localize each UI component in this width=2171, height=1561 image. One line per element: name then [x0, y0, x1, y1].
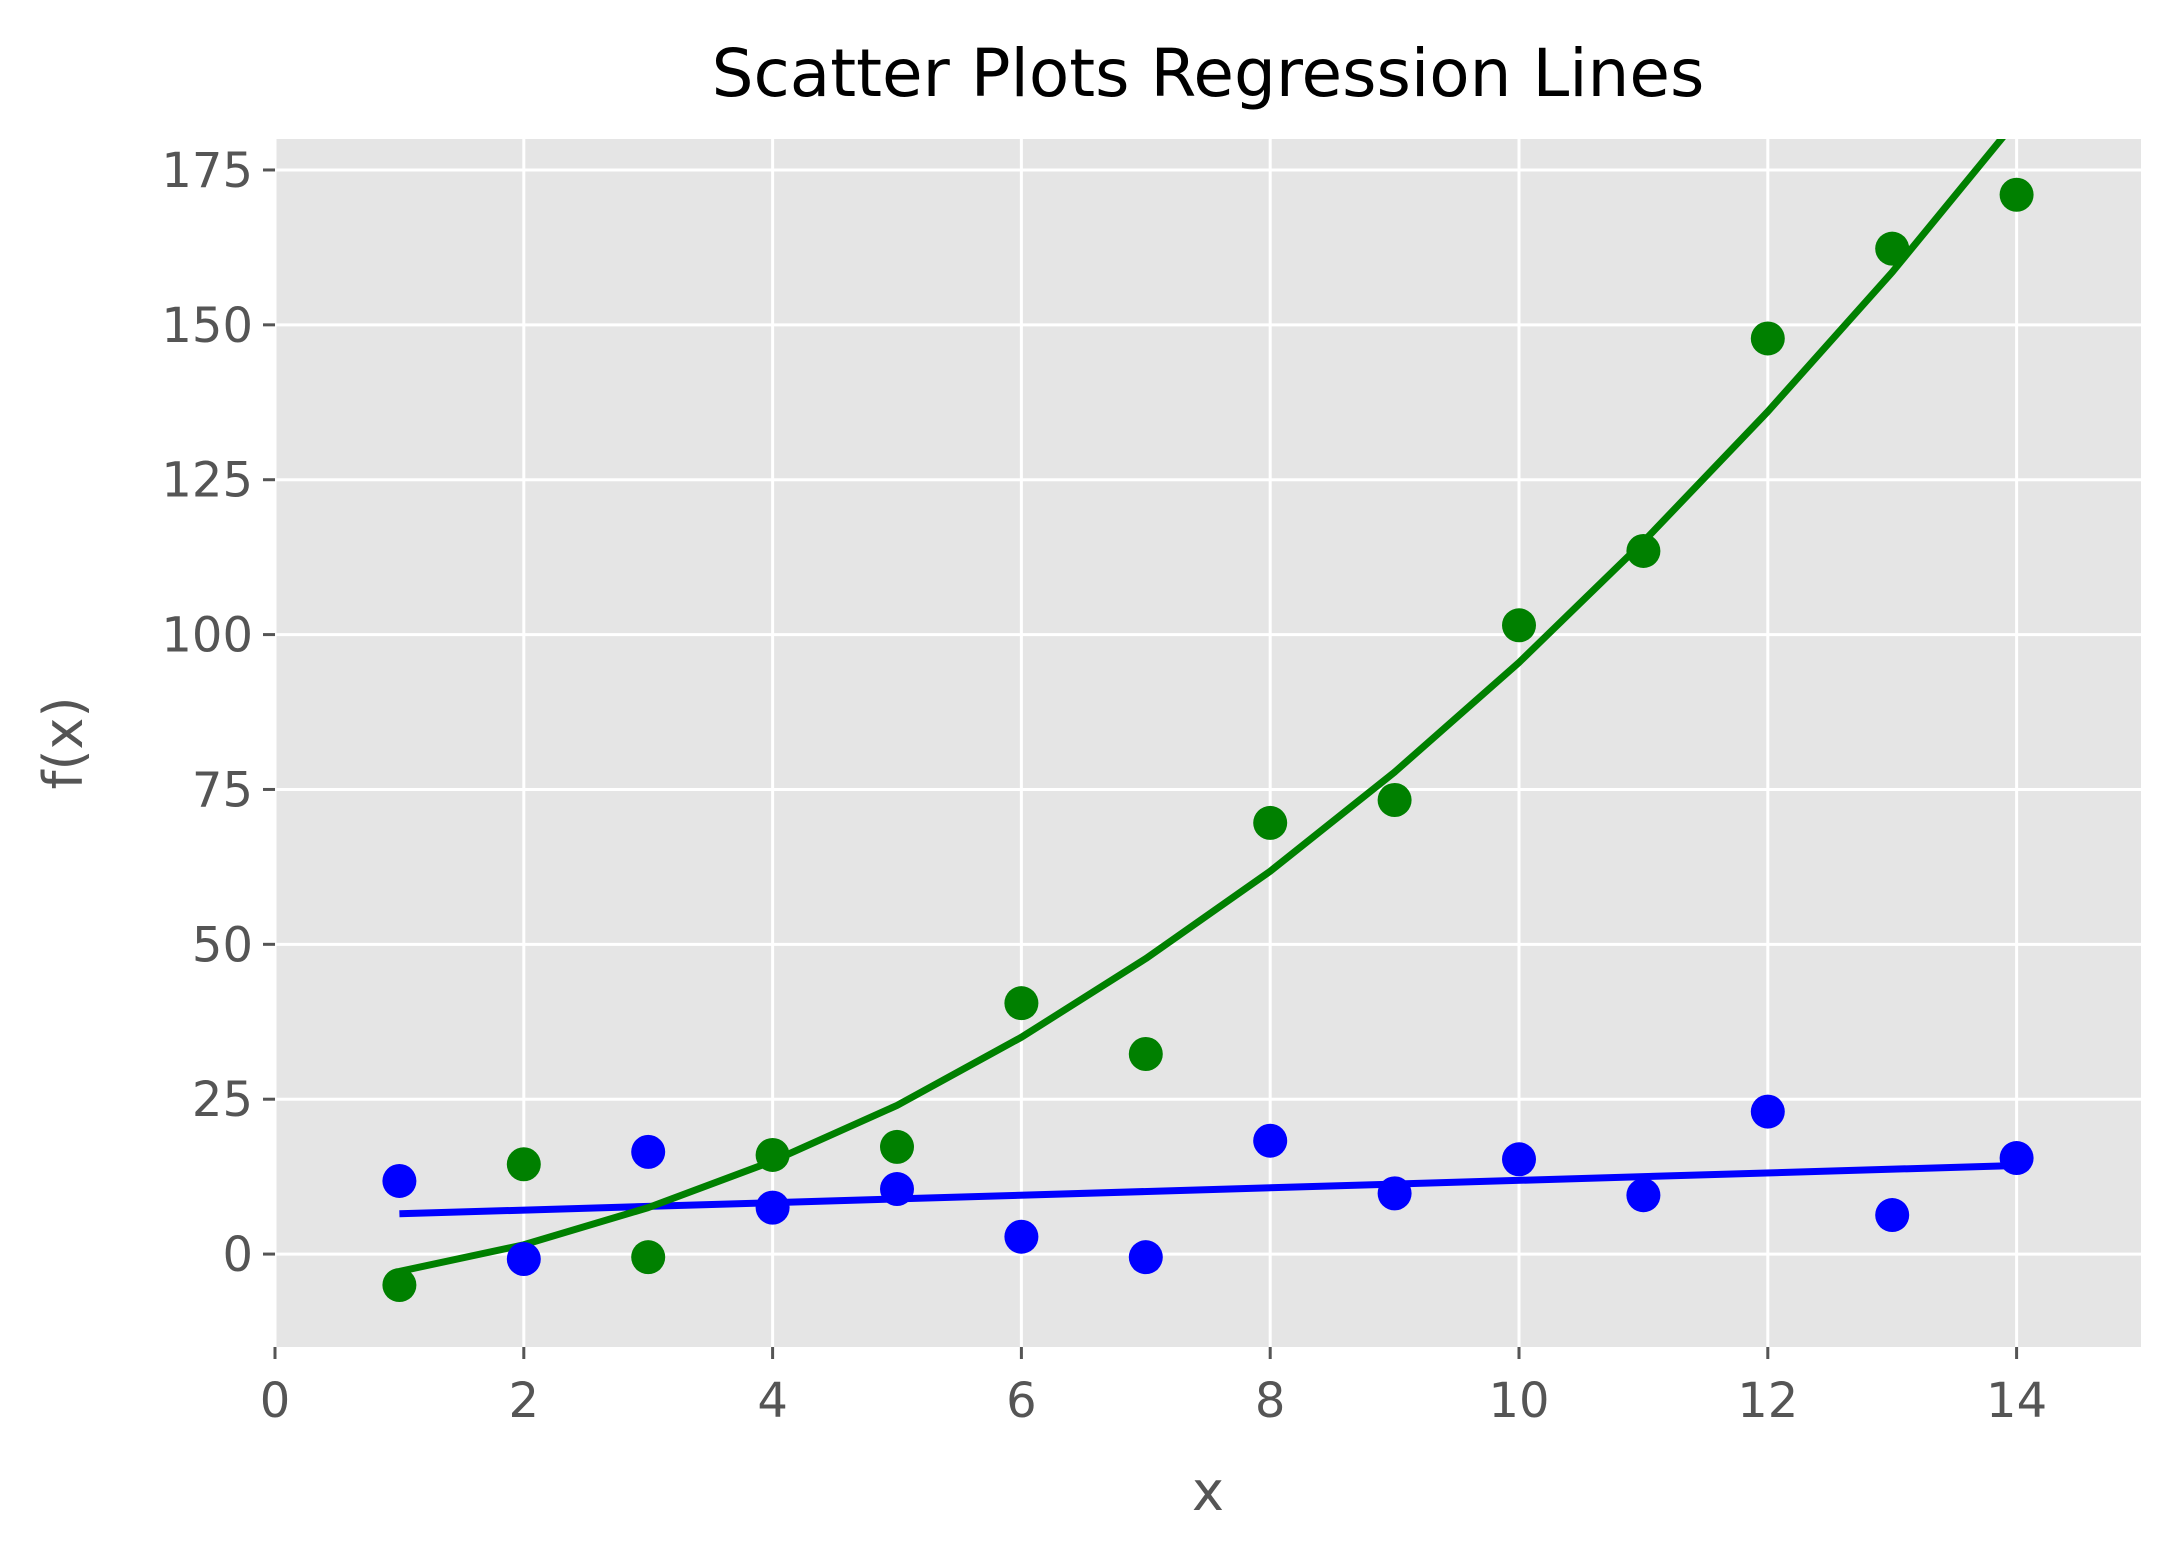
data-point-series-2	[1626, 533, 1661, 568]
x-tick-label: 12	[1737, 1373, 1798, 1429]
data-point-series-2	[755, 1137, 790, 1172]
data-point-series-2	[382, 1268, 417, 1303]
data-point-series-2	[506, 1147, 541, 1182]
data-point-series-2	[1999, 177, 2034, 212]
data-point-series-2	[1004, 986, 1039, 1021]
data-point-series-2	[1253, 805, 1288, 840]
x-tick-label: 14	[1986, 1373, 2047, 1429]
axes: 0 2 4 6 8 10 12 14 0 25 50 75 100 125 150 175	[161, 143, 2047, 1429]
grid-lines	[273, 139, 2141, 1347]
data-point-series-1	[506, 1242, 541, 1277]
regression-lines	[398, 139, 2017, 1275]
data-point-series-1	[1502, 1142, 1536, 1177]
y-tick-label: 125	[161, 453, 253, 509]
data-point-series-1	[1626, 1178, 1661, 1213]
chart-title: Scatter Plots Regression Lines	[712, 35, 1705, 112]
x-tick-label: 2	[509, 1373, 540, 1429]
data-points	[382, 177, 2034, 1303]
data-point-series-1	[1253, 1123, 1288, 1158]
data-point-series-2	[1128, 1036, 1163, 1071]
data-point-series-1	[1377, 1176, 1412, 1211]
data-point-series-2	[1875, 231, 1910, 266]
data-point-series-1	[1004, 1219, 1039, 1254]
data-point-series-1	[1750, 1094, 1785, 1129]
x-axis-label: x	[1192, 1460, 1224, 1523]
data-point-series-1	[755, 1190, 790, 1225]
data-point-series-1	[1128, 1240, 1163, 1275]
y-tick-label: 175	[161, 143, 253, 199]
y-tick-label: 50	[192, 917, 253, 973]
data-point-series-1	[1875, 1198, 1910, 1233]
y-tick-label: 75	[192, 762, 253, 818]
data-point-series-2	[1750, 321, 1785, 356]
y-axis-label: f(x)	[32, 696, 95, 789]
data-point-series-2	[880, 1129, 914, 1164]
x-tick-label: 10	[1488, 1373, 1549, 1429]
regression-line-1	[399, 1161, 2017, 1218]
x-tick-label: 0	[260, 1373, 291, 1429]
y-tick-label: 150	[161, 298, 253, 354]
data-point-series-2	[1377, 782, 1412, 817]
x-tick-label: 4	[757, 1373, 788, 1429]
data-point-series-1	[880, 1172, 914, 1207]
x-tick-label: 8	[1255, 1373, 1286, 1429]
regression-line-2	[398, 139, 2006, 1275]
data-point-series-2	[631, 1240, 666, 1275]
data-point-series-1	[1999, 1141, 2034, 1176]
y-tick-label: 0	[222, 1227, 253, 1283]
data-point-series-1	[631, 1134, 666, 1169]
data-point-series-1	[382, 1163, 417, 1198]
x-tick-label: 6	[1006, 1373, 1037, 1429]
plot-area	[275, 139, 2141, 1347]
y-tick-label: 100	[161, 608, 253, 664]
data-point-series-2	[1502, 608, 1536, 643]
y-tick-label: 25	[192, 1072, 253, 1128]
